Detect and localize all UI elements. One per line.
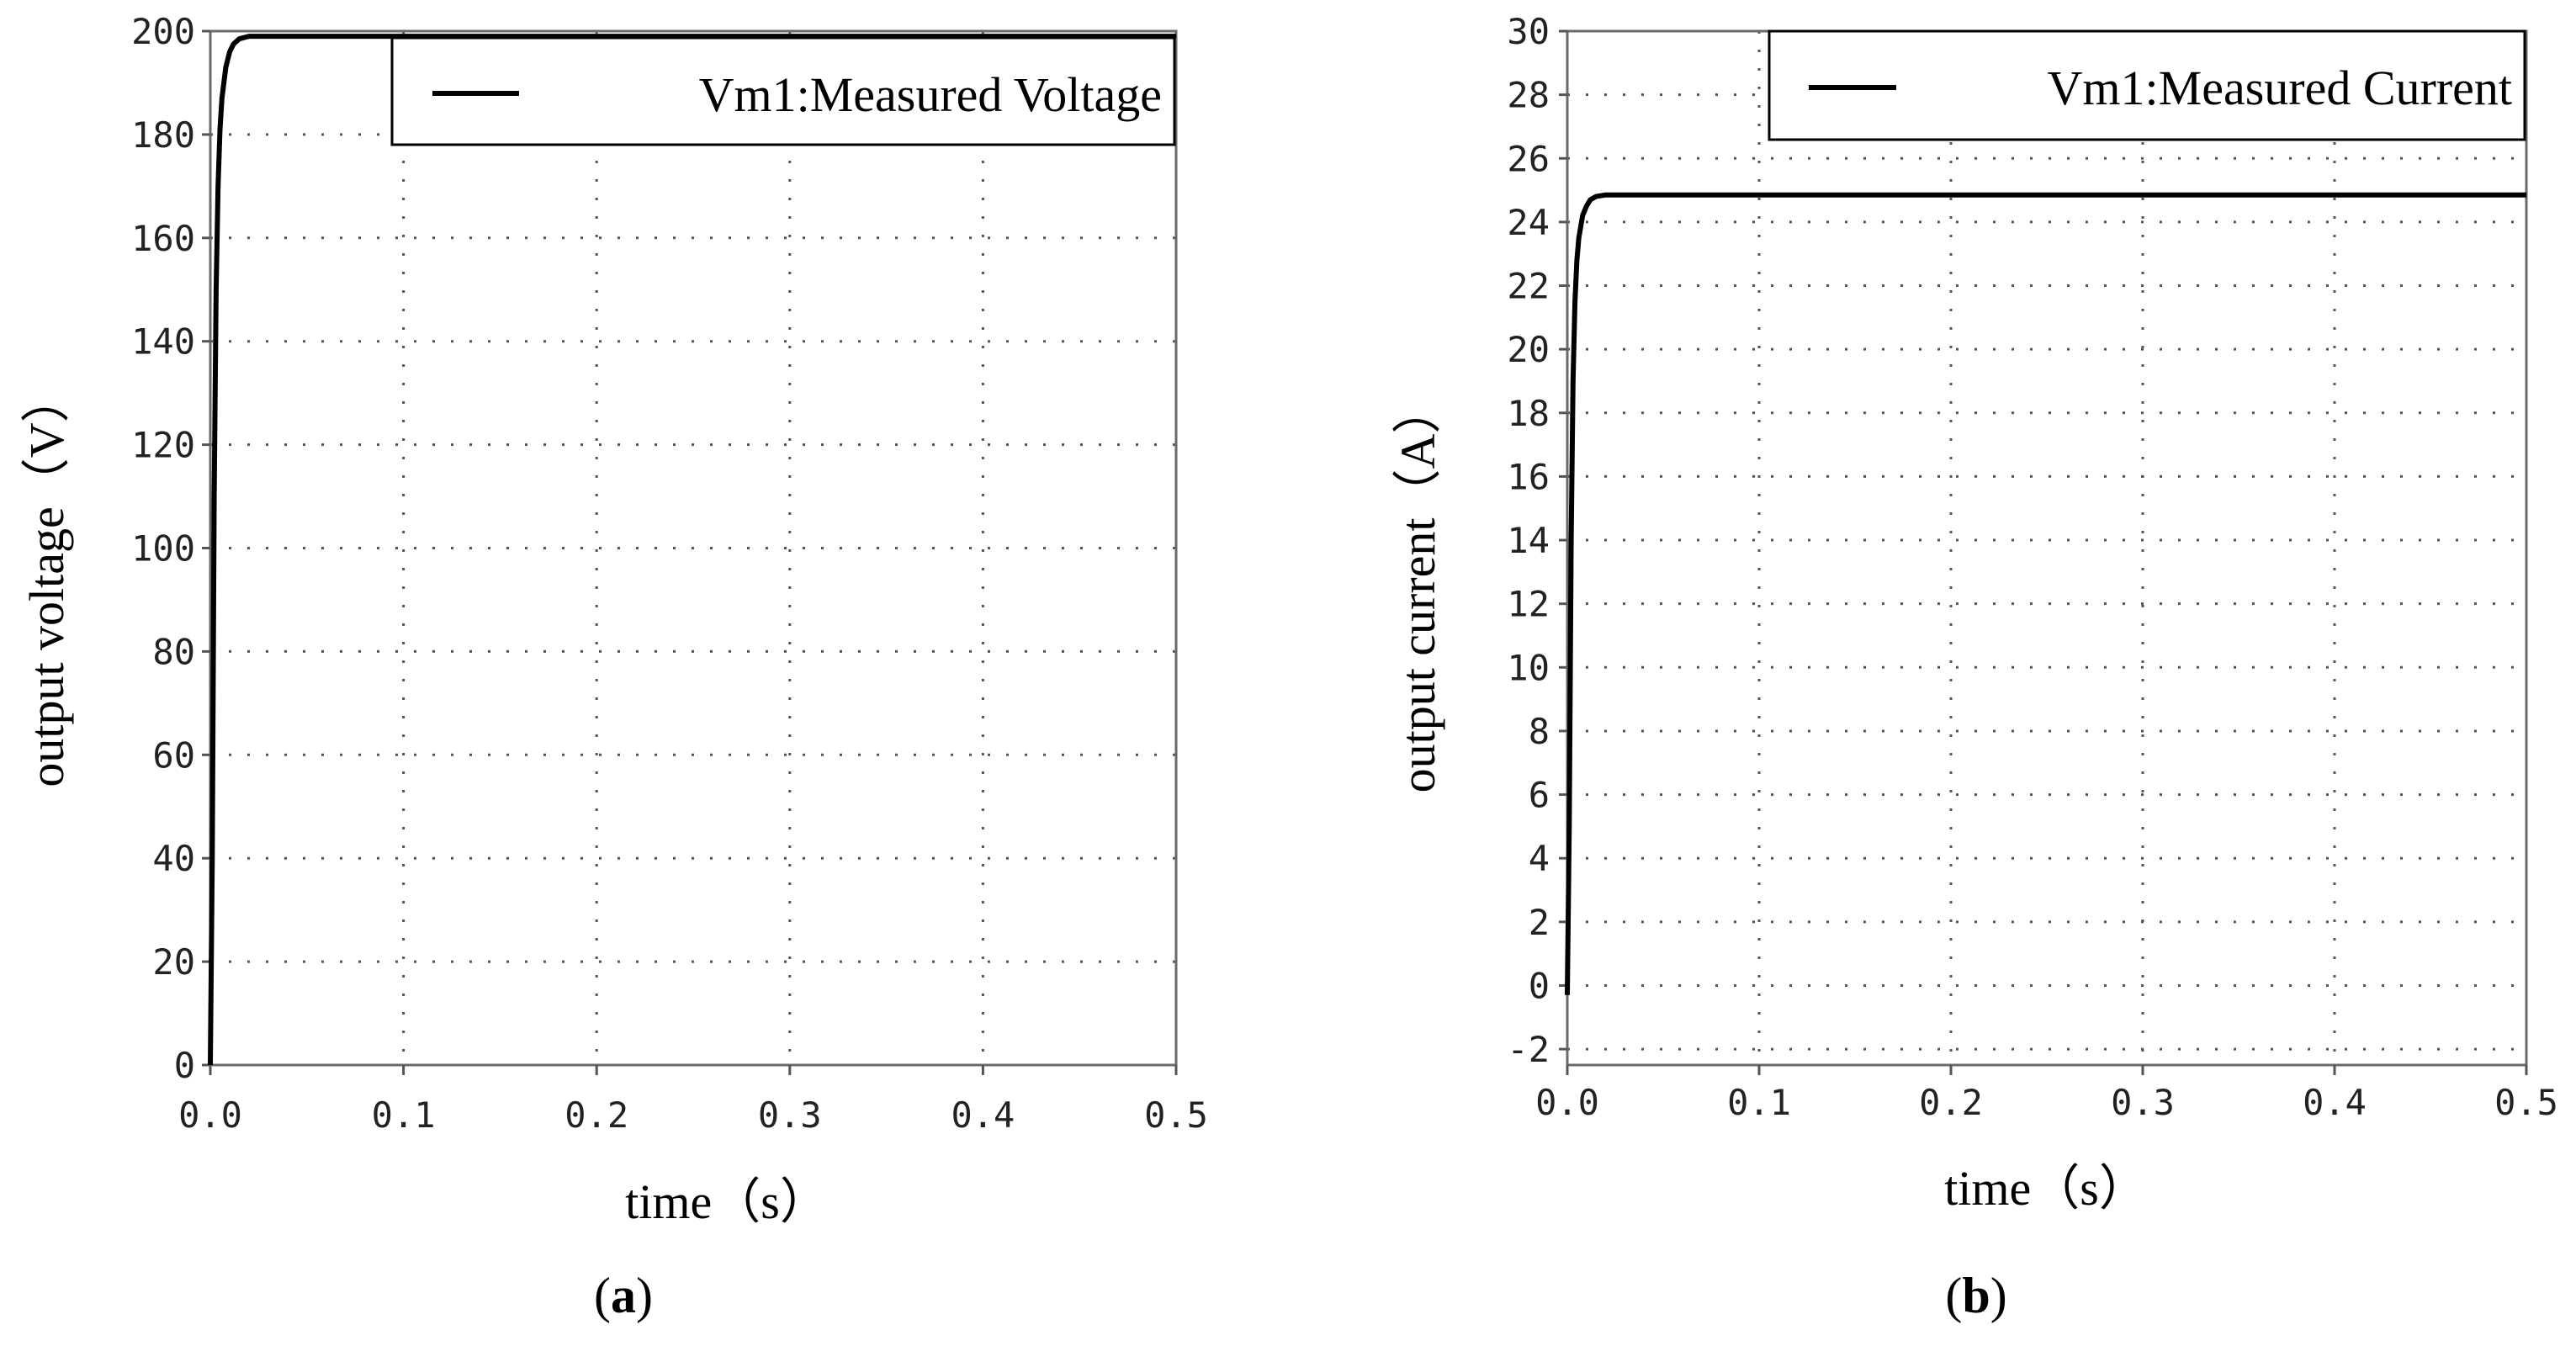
panel-b-y-tick-label: 6: [1529, 775, 1550, 816]
panel-a-y-tick-label: 20: [152, 941, 195, 983]
panel-a-x-tick-label: 0.5: [1144, 1094, 1208, 1136]
panel-a-caption: (a): [594, 1268, 653, 1323]
panel-a-y-tick-label: 140: [131, 321, 195, 363]
panel-b-y-tick-label: 24: [1507, 202, 1550, 243]
panel-a-x-tick-label: 0.0: [178, 1094, 242, 1136]
panel-a-x-tick-label: 0.1: [372, 1094, 436, 1136]
panel-b-x-tick-label: 0.1: [1727, 1082, 1791, 1123]
panel-b-y-tick-label: 14: [1507, 520, 1550, 561]
panel-b-x-tick-label: 0.4: [2303, 1082, 2367, 1123]
panel-a-y-tick-label: 120: [131, 425, 195, 466]
panel-b-tick-marks: [1559, 29, 2528, 1075]
panel-a-y-tick-label: 60: [152, 734, 195, 776]
panel-a-x-tick-labels: 0.0 0.1 0.2 0.3 0.4 0.5: [178, 1094, 1208, 1136]
panel-b-grid: [1567, 31, 2526, 1065]
panel-b-y-tick-label: 18: [1507, 393, 1550, 434]
panel-b-y-axis-title: output current（A）: [1391, 385, 1445, 793]
panel-b-legend-label: Vm1:Measured Current: [2048, 61, 2512, 115]
panel-b-y-tick-label: 0: [1529, 965, 1550, 1006]
panel-b-x-tick-label: 0.5: [2494, 1082, 2558, 1123]
panel-a-voltage-chart: 0 20 40 60 80 100 120 140 160 180 200 0.0 0.1 0.2 0.3…: [19, 11, 1208, 1323]
panel-a-x-tick-label: 0.2: [564, 1094, 628, 1136]
panel-a-y-tick-labels: 0 20 40 60 80 100 120 140 160 180 200: [131, 11, 195, 1086]
panel-a-x-axis-title: time（s）: [625, 1174, 829, 1229]
panel-b-y-tick-label: 4: [1529, 838, 1550, 879]
panel-a-y-tick-label: 100: [131, 528, 195, 570]
panel-a-legend-box: [390, 36, 1176, 146]
panel-a-legend: Vm1:Measured Voltage: [390, 36, 1176, 146]
panel-a-grid: [210, 31, 1176, 1065]
panel-a-x-tick-label: 0.3: [758, 1094, 822, 1136]
panel-a-caption-letter: a: [611, 1268, 636, 1323]
panel-a-y-tick-label: 200: [131, 11, 195, 52]
panel-b-plot-frame: [1566, 29, 2528, 1067]
panel-b-y-tick-label: 28: [1507, 75, 1550, 116]
panel-b-y-tick-label: 30: [1507, 11, 1550, 52]
panel-b-x-tick-labels: 0.0 0.1 0.2 0.3 0.4 0.5: [1535, 1082, 2558, 1123]
panel-a-y-tick-label: 160: [131, 218, 195, 259]
panel-b-y-tick-label: 8: [1529, 711, 1550, 752]
panel-b-x-tick-label: 0.0: [1535, 1082, 1599, 1123]
panel-b-x-tick-label: 0.3: [2111, 1082, 2175, 1123]
panel-b-y-tick-label: -2: [1507, 1029, 1550, 1070]
panel-a-legend-label: Vm1:Measured Voltage: [699, 67, 1162, 122]
panel-a-y-tick-label: 180: [131, 114, 195, 156]
panel-a-x-tick-label: 0.4: [951, 1094, 1015, 1136]
panel-a-y-tick-label: 80: [152, 631, 195, 672]
panel-b-caption-letter: b: [1962, 1268, 1990, 1323]
panel-b-y-tick-label: 16: [1507, 456, 1550, 497]
panel-b-y-tick-label: 22: [1507, 266, 1550, 307]
panel-b-x-axis-title: time（s）: [1944, 1161, 2148, 1216]
panel-b-y-tick-label: 2: [1529, 902, 1550, 943]
panel-b-y-tick-label: 26: [1507, 138, 1550, 179]
panel-a-y-tick-label: 0: [174, 1045, 195, 1086]
panel-b-y-tick-label: 12: [1507, 584, 1550, 625]
panel-a-y-axis-title: output voltage（V）: [19, 374, 74, 787]
panel-a-series: [208, 34, 1176, 1066]
panel-b-y-tick-label: 20: [1507, 329, 1550, 370]
panel-a-tick-marks: [202, 29, 1178, 1075]
panel-b-legend: Vm1:Measured Current: [1768, 29, 2526, 141]
panel-b-x-tick-label: 0.2: [1919, 1082, 1983, 1123]
panel-a-series-line: [208, 34, 1176, 1066]
panel-b-series-line: [1565, 192, 2526, 995]
panel-b-caption: (b): [1945, 1268, 2006, 1323]
panel-b-y-tick-label: 10: [1507, 647, 1550, 688]
panel-b-series: [1565, 192, 2526, 995]
panel-a-y-tick-label: 40: [152, 838, 195, 879]
